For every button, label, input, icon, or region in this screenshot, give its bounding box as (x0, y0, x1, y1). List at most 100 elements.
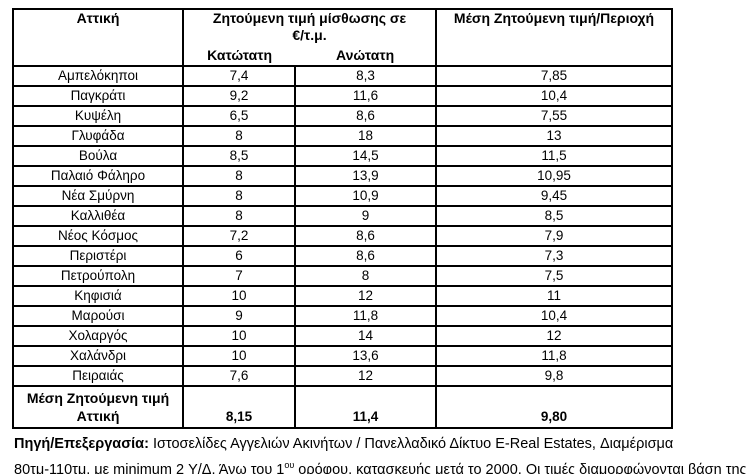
max-price-cell: 10,9 (293, 185, 438, 207)
summary-label-cell: Μέση Ζητούμενη τιμή Αττική (12, 385, 184, 429)
table-row: Γλυφάδα 8 18 13 (12, 125, 674, 147)
avg-price-cell: 7,3 (435, 245, 674, 267)
summary-min-cell: 8,15 (182, 385, 296, 429)
avg-price-cell: 11,8 (435, 345, 674, 367)
area-cell: Χολαργός (12, 325, 184, 347)
table-row: Παγκράτι 9,2 11,6 10,4 (12, 85, 674, 107)
area-cell: Αμπελόκηποι (12, 65, 184, 87)
min-price-cell: 7 (182, 265, 296, 287)
summary-label-line1: Μέση Ζητούμενη τιμή (26, 390, 170, 406)
max-price-cell: 14 (293, 325, 438, 347)
footnote-text-1: Ιστοσελίδες Αγγελιών Ακινήτων / Πανελλαδ… (14, 436, 674, 474)
max-column-header: Ανώτατη (336, 47, 395, 63)
max-price-cell: 8,6 (293, 225, 438, 247)
table-body: Αμπελόκηποι 7,4 8,3 7,85 Παγκράτι 9,2 11… (12, 65, 674, 387)
table-row: Βούλα 8,5 14,5 11,5 (12, 145, 674, 167)
summary-row: Μέση Ζητούμενη τιμή Αττική 8,15 11,4 9,8… (12, 385, 674, 429)
min-price-cell: 8 (182, 185, 296, 207)
area-cell: Παλαιό Φάληρο (12, 165, 184, 187)
source-footnote: Πηγή/Επεξεργασία: Ιστοσελίδες Αγγελιών Α… (14, 434, 752, 474)
area-cell: Πετρούπολη (12, 265, 184, 287)
table-row: Μαρούσι 9 11,8 10,4 (12, 305, 674, 327)
footnote-text-2: ορόφου, κατασκευής μετά το 2000, Οι τιμέ… (298, 461, 747, 474)
table-row: Πετρούπολη 7 8 7,5 (12, 265, 674, 287)
table-row: Χαλάνδρι 10 13,6 11,8 (12, 345, 674, 367)
max-price-cell: 9 (293, 205, 438, 227)
table-row: Περιστέρι 6 8,6 7,3 (12, 245, 674, 267)
max-price-cell: 18 (293, 125, 438, 147)
avg-price-cell: 11,5 (435, 145, 674, 167)
avg-price-cell: 8,5 (435, 205, 674, 227)
min-price-cell: 6,5 (182, 105, 296, 127)
area-cell: Παγκράτι (12, 85, 184, 107)
avg-price-cell: 12 (435, 325, 674, 347)
min-price-cell: 6 (182, 245, 296, 267)
max-price-cell: 8,6 (293, 245, 438, 267)
max-price-cell: 8 (293, 265, 438, 287)
area-cell: Βούλα (12, 145, 184, 167)
table-row: Παλαιό Φάληρο 8 13,9 10,95 (12, 165, 674, 187)
price-column-group-header: Ζητούμενη τιμή μίσθωσης σε €/τ.μ. Κατώτα… (181, 8, 438, 67)
max-price-cell: 12 (293, 365, 438, 387)
table-row: Κηφισιά 10 12 11 (12, 285, 674, 307)
price-header-title: Ζητούμενη τιμή μίσθωσης σε €/τ.μ. (184, 10, 435, 44)
area-cell: Καλλιθέα (12, 205, 184, 227)
max-price-cell: 12 (293, 285, 438, 307)
footnote-superscript: ου (284, 460, 295, 470)
table-row: Νέα Σμύρνη 8 10,9 9,45 (12, 185, 674, 207)
min-price-cell: 8 (182, 165, 296, 187)
avg-price-cell: 10,4 (435, 85, 674, 107)
avg-price-cell: 10,95 (435, 165, 674, 187)
area-cell: Κηφισιά (12, 285, 184, 307)
avg-price-cell: 11 (435, 285, 674, 307)
max-price-cell: 14,5 (293, 145, 438, 167)
area-cell: Νέος Κόσμος (12, 225, 184, 247)
min-price-cell: 10 (182, 325, 296, 347)
price-header-line1: Ζητούμενη τιμή μίσθωσης σε (212, 10, 407, 26)
min-price-cell: 10 (182, 345, 296, 367)
area-cell: Πειραιάς (12, 365, 184, 387)
avg-price-cell: 13 (435, 125, 674, 147)
area-cell: Κυψέλη (12, 105, 184, 127)
min-price-cell: 7,6 (182, 365, 296, 387)
min-price-cell: 8 (182, 205, 296, 227)
table-row: Πειραιάς 7,6 12 9,8 (12, 365, 674, 387)
min-price-cell: 7,4 (182, 65, 296, 87)
table-row: Κυψέλη 6,5 8,6 7,55 (12, 105, 674, 127)
avg-column-header: Μέση Ζητούμενη τιμή/Περιοχή (435, 8, 674, 67)
min-column-header: Κατώτατη (207, 47, 273, 63)
area-cell: Νέα Σμύρνη (12, 185, 184, 207)
min-price-cell: 8 (182, 125, 296, 147)
area-cell: Χαλάνδρι (12, 345, 184, 367)
table-row: Καλλιθέα 8 9 8,5 (12, 205, 674, 227)
min-price-cell: 7,2 (182, 225, 296, 247)
table-row: Χολαργός 10 14 12 (12, 325, 674, 347)
max-price-cell: 8,3 (293, 65, 438, 87)
table-row: Αμπελόκηποι 7,4 8,3 7,85 (12, 65, 674, 87)
region-column-header: Αττική (12, 8, 184, 67)
table-row: Νέος Κόσμος 7,2 8,6 7,9 (12, 225, 674, 247)
avg-price-cell: 7,5 (435, 265, 674, 287)
max-price-cell: 13,9 (293, 165, 438, 187)
max-price-cell: 13,6 (293, 345, 438, 367)
summary-avg-cell: 9,80 (435, 385, 674, 429)
header-row: Αττική Ζητούμενη τιμή μίσθωσης σε €/τ.μ.… (12, 8, 674, 67)
price-header-line2: €/τ.μ. (292, 27, 327, 43)
min-price-cell: 10 (182, 285, 296, 307)
area-cell: Περιστέρι (12, 245, 184, 267)
table-header: Αττική Ζητούμενη τιμή μίσθωσης σε €/τ.μ.… (12, 8, 674, 67)
area-cell: Γλυφάδα (12, 125, 184, 147)
table-summary: Μέση Ζητούμενη τιμή Αττική 8,15 11,4 9,8… (12, 385, 674, 429)
max-price-cell: 11,8 (293, 305, 438, 327)
summary-max-cell: 11,4 (293, 385, 438, 429)
rental-price-table: Αττική Ζητούμενη τιμή μίσθωσης σε €/τ.μ.… (12, 8, 674, 429)
min-price-cell: 8,5 (182, 145, 296, 167)
max-price-cell: 11,6 (293, 85, 438, 107)
min-price-cell: 9 (182, 305, 296, 327)
price-subheaders: Κατώτατη Ανώτατη (184, 47, 435, 63)
footnote-label: Πηγή/Επεξεργασία: (14, 436, 149, 452)
max-price-cell: 8,6 (293, 105, 438, 127)
area-cell: Μαρούσι (12, 305, 184, 327)
avg-price-cell: 7,9 (435, 225, 674, 247)
